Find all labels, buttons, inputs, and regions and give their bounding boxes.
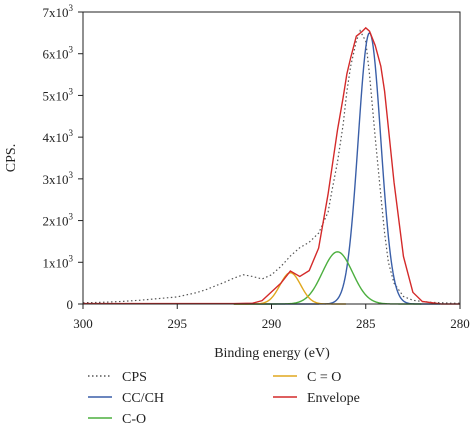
y-tick-label: 6x103 [43, 45, 74, 62]
y-tick-label: 2x103 [43, 212, 74, 229]
series-cc-ch-line [233, 31, 441, 305]
y-tick-label: 1x103 [43, 253, 74, 270]
x-tick-label: 280 [450, 316, 470, 331]
y-tick-label: 5x103 [43, 86, 74, 103]
y-tick-label: 3x103 [43, 170, 74, 187]
x-tick-label: 300 [73, 316, 93, 331]
y-tick-label: 0 [67, 297, 74, 312]
legend-label: CC/CH [122, 391, 164, 406]
y-axis-label: CPS. [4, 144, 19, 172]
legend-label: Envelope [307, 391, 360, 406]
x-tick-label: 290 [262, 316, 282, 331]
series-c-o-line [233, 272, 346, 305]
series-curves [82, 26, 460, 305]
plot-frame [82, 11, 461, 305]
series-envelope-line [83, 26, 460, 305]
legend-label: C = O [307, 370, 341, 385]
y-tick-label: 7x103 [43, 3, 74, 20]
x-tick-label: 285 [356, 316, 376, 331]
y-axis: 0 1x103 2x103 3x103 4x103 5x103 6x103 7x103 [43, 3, 83, 312]
legend: CPS CC/CH C-O C = O Envelope [88, 370, 360, 427]
x-tick-label: 295 [168, 316, 188, 331]
x-axis-label: Binding energy (eV) [214, 346, 330, 361]
y-tick-label: 4x103 [43, 128, 74, 145]
legend-label: C-O [122, 412, 146, 427]
series-c-o-line [233, 251, 422, 305]
x-axis: 300 295 290 285 280 [73, 304, 470, 331]
series-cps-line [82, 29, 460, 304]
legend-label: CPS [122, 370, 147, 385]
